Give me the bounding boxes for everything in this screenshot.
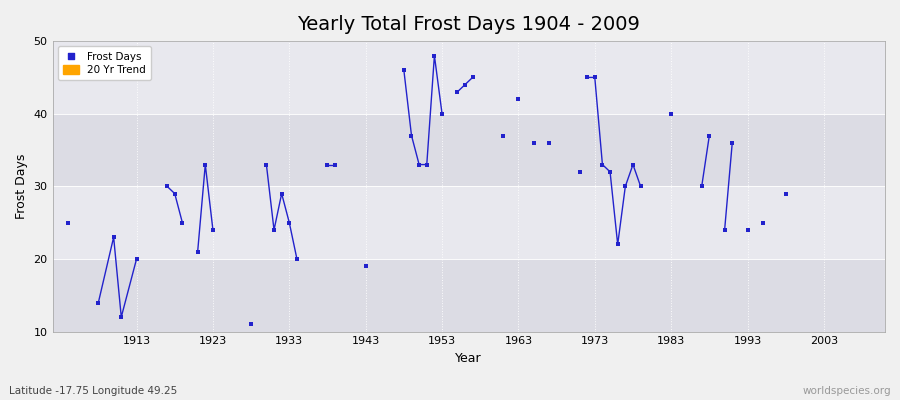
Point [419,161,434,168]
Point [450,89,464,95]
Point [741,227,755,233]
Point [634,183,648,190]
Point [580,74,594,81]
Bar [52,114,885,186]
Point [397,67,411,73]
Point [160,183,175,190]
Point [618,183,633,190]
Point [717,227,732,233]
Point [274,190,289,197]
Point [320,161,335,168]
Point [176,220,190,226]
Point [60,220,75,226]
Point [106,234,121,240]
Point [114,314,129,320]
Point [435,110,449,117]
Point [404,132,419,139]
Point [198,161,212,168]
Point [465,74,480,81]
Point [412,161,427,168]
Point [626,161,640,168]
Point [259,161,274,168]
Point [542,140,556,146]
X-axis label: Year: Year [455,352,482,365]
Point [428,52,442,59]
Point [91,299,105,306]
Point [290,256,304,262]
Point [167,190,182,197]
Point [496,132,510,139]
Bar [52,41,885,114]
Point [266,227,281,233]
Point [588,74,602,81]
Y-axis label: Frost Days: Frost Days [15,154,28,219]
Point [191,248,205,255]
Point [664,110,679,117]
Text: worldspecies.org: worldspecies.org [803,386,891,396]
Point [358,263,373,270]
Point [725,140,740,146]
Point [702,132,716,139]
Point [206,227,220,233]
Point [526,140,541,146]
Point [282,220,296,226]
Point [595,161,609,168]
Title: Yearly Total Frost Days 1904 - 2009: Yearly Total Frost Days 1904 - 2009 [297,15,640,34]
Point [328,161,342,168]
Point [458,82,473,88]
Point [610,241,625,248]
Point [778,190,793,197]
Point [572,169,587,175]
Text: Latitude -17.75 Longitude 49.25: Latitude -17.75 Longitude 49.25 [9,386,177,396]
Point [695,183,709,190]
Point [603,169,617,175]
Bar [52,186,885,259]
Point [244,321,258,328]
Bar [52,259,885,332]
Legend: Frost Days, 20 Yr Trend: Frost Days, 20 Yr Trend [58,46,151,80]
Point [130,256,144,262]
Point [756,220,770,226]
Point [511,96,526,102]
